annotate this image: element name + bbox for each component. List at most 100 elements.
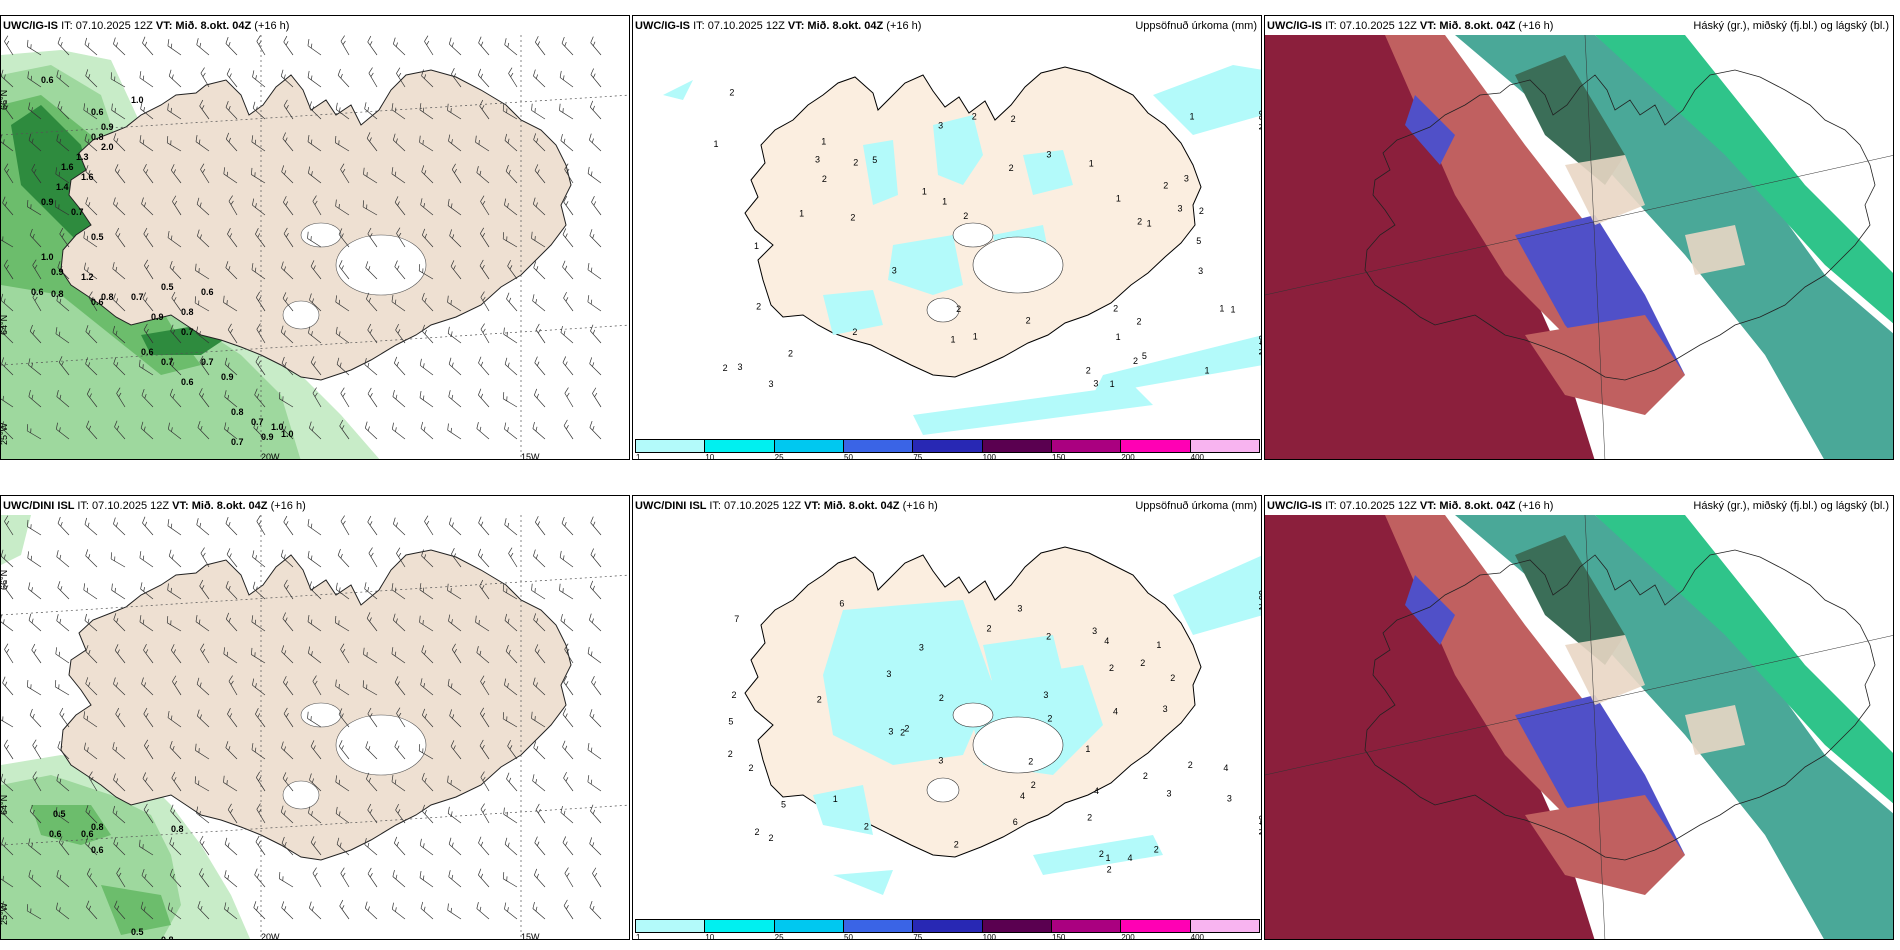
wind-barb xyxy=(564,643,574,664)
header-model: UWC/IG-IS xyxy=(635,20,694,32)
wind-barb xyxy=(281,836,294,856)
wind-barb xyxy=(533,388,546,408)
wind-barb xyxy=(28,613,42,632)
precip-sea-area xyxy=(913,385,1153,435)
wind-barb xyxy=(169,868,182,888)
glacier xyxy=(952,222,994,248)
wind-barb xyxy=(447,583,462,600)
wind-barb xyxy=(27,519,42,536)
wind-barb xyxy=(479,579,490,600)
wind-barb xyxy=(418,744,434,760)
precip-value-label: 2 xyxy=(1011,114,1016,124)
wind-barb xyxy=(307,39,322,56)
wind-barb xyxy=(562,228,574,248)
wind-barb xyxy=(307,70,322,88)
wind-barb xyxy=(4,643,14,664)
wind-barb xyxy=(421,228,434,248)
wind-barb xyxy=(340,515,350,536)
colorbar-cell xyxy=(912,439,983,453)
wind-barb xyxy=(307,135,322,152)
wind-barb xyxy=(335,679,350,696)
wind-barb xyxy=(363,167,378,184)
wind-barb xyxy=(559,103,574,120)
colorbar-tick-label: 1 xyxy=(636,453,641,460)
wind-barb xyxy=(310,260,322,280)
precip-land-area xyxy=(863,140,898,205)
wind-barb xyxy=(86,388,98,408)
precip-value-label: 2 xyxy=(1170,673,1175,683)
wind-barb xyxy=(255,835,266,856)
glacier xyxy=(972,236,1064,294)
precip-value-label: 0.6 xyxy=(31,287,44,297)
precip-value-label: 0.6 xyxy=(201,287,214,297)
wind-barb xyxy=(281,645,294,664)
wind-barb xyxy=(54,200,70,216)
wind-barb xyxy=(85,677,98,696)
precip-value-label: 3 xyxy=(919,643,924,653)
precip-value-label: 2 xyxy=(769,833,774,843)
wind-barb xyxy=(504,837,518,856)
colorbar-cell xyxy=(704,439,775,453)
wind-barb xyxy=(169,837,182,856)
precip-area xyxy=(31,805,111,845)
wind-barb xyxy=(447,295,462,312)
header-it: IT: 07.10.2025 12Z xyxy=(77,500,173,512)
precip-value-label: 4 xyxy=(1223,763,1228,773)
colorbar-tick-label: 150 xyxy=(1052,933,1066,940)
precip-value-label: 0.8 xyxy=(161,935,174,940)
wind-barb xyxy=(113,133,126,152)
precip-value-label: 0.9 xyxy=(41,197,54,207)
precip-value-label: 2 xyxy=(1031,780,1036,790)
wind-map: 0.60.61.00.90.82.01.31.61.61.40.90.70.51… xyxy=(1,35,629,459)
high-cloud-area xyxy=(1515,55,1625,185)
panel-header: UWC/DINI ISL IT: 07.10.2025 12Z VT: Mið.… xyxy=(635,498,1259,514)
wind-barb xyxy=(200,163,210,184)
wind-barb xyxy=(589,837,602,856)
wind-barb xyxy=(110,552,126,568)
header-lead: (+16 h) xyxy=(1518,500,1554,512)
wind-barb xyxy=(336,837,350,856)
wind-barb xyxy=(532,901,546,920)
wind-barb xyxy=(167,422,182,440)
wind-barb xyxy=(310,356,322,376)
wind-barb xyxy=(503,327,518,344)
wind-barb xyxy=(200,643,210,664)
wind-barb xyxy=(144,739,154,760)
precip-value-label: 3 xyxy=(1184,173,1189,183)
wind-barb xyxy=(251,647,266,664)
wind-barb xyxy=(448,390,462,408)
wind-barb xyxy=(534,356,546,376)
precip-sea-area xyxy=(1173,555,1261,635)
wind-barb xyxy=(57,36,70,56)
precip-value-label: 2 xyxy=(853,157,858,167)
low-cloud-area xyxy=(1265,515,1595,939)
header-lead: (+16 h) xyxy=(886,20,922,32)
panel-header: UWC/DINI ISL IT: 07.10.2025 12Z VT: Mið.… xyxy=(3,498,627,514)
wind-barb xyxy=(280,69,294,88)
wind-barb xyxy=(587,775,602,792)
wind-barb xyxy=(1,773,14,792)
wind-barb xyxy=(590,36,602,56)
wind-barb xyxy=(28,838,42,856)
wind-barb xyxy=(27,39,42,56)
wind-barb xyxy=(1,134,14,152)
wind-barb xyxy=(200,67,210,88)
precip-value-label: 0.9 xyxy=(101,122,114,132)
wind-barb xyxy=(283,227,294,248)
wind-barb xyxy=(85,805,98,824)
wind-barb xyxy=(28,358,42,376)
precip-value-label: 2 xyxy=(1154,845,1159,855)
wind-barb xyxy=(391,902,406,920)
wind-barb xyxy=(421,708,434,728)
precip-value-label: 2 xyxy=(788,349,793,359)
wind-barb xyxy=(56,774,70,792)
wind-barb xyxy=(392,613,406,632)
wind-barb xyxy=(28,133,42,152)
wind-barb xyxy=(307,550,322,568)
wind-barb xyxy=(1,293,14,312)
wind-barb xyxy=(533,261,546,280)
wind-barb xyxy=(421,69,434,88)
precip-value-label: 2 xyxy=(817,694,822,704)
wind-barb xyxy=(533,69,546,88)
colorbar-tick-label: 75 xyxy=(913,933,923,940)
